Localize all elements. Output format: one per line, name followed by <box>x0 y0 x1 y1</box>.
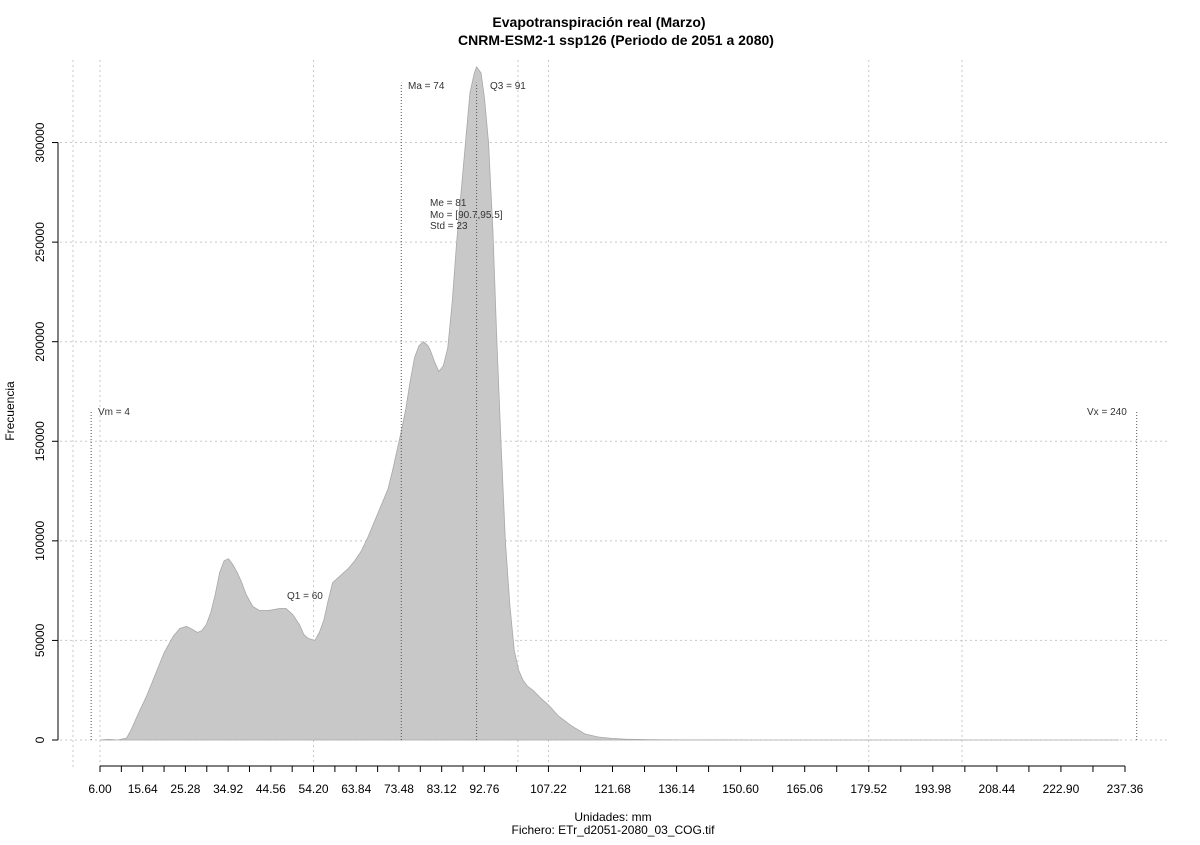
y-tick-label: 150000 <box>33 421 47 461</box>
annotation-layer: Vm = 4 Q1 = 60 Ma = 74 Q3 = 91 Me = 81 M… <box>98 81 1127 602</box>
x-tick-label: 92.76 <box>469 782 499 796</box>
x-tick-label: 136.14 <box>658 782 695 796</box>
x-tick-label: 63.84 <box>341 782 371 796</box>
x-tick-label: 107.22 <box>530 782 567 796</box>
x-tick-label: 237.36 <box>1107 782 1144 796</box>
density-area <box>99 66 1119 741</box>
annotation-ma: Ma = 74 <box>408 81 445 92</box>
y-tick-label: 300000 <box>33 122 47 162</box>
x-tick-label: 179.52 <box>850 782 887 796</box>
x-tick-label: 150.60 <box>722 782 759 796</box>
x-tick-label: 222.90 <box>1043 782 1080 796</box>
y-tick-label: 250000 <box>33 222 47 262</box>
y-tick-label: 50000 <box>33 623 47 657</box>
area-layer <box>99 66 1119 741</box>
chart-caption: Fichero: ETr_d2051-2080_03_COG.tif <box>512 823 716 837</box>
annotation-vm: Vm = 4 <box>98 407 130 418</box>
x-tick-label: 121.68 <box>594 782 631 796</box>
x-tick-label: 165.06 <box>786 782 823 796</box>
y-tick-label: 0 <box>33 736 47 743</box>
x-tick-label: 44.56 <box>256 782 286 796</box>
annotation-q1: Q1 = 60 <box>287 591 323 602</box>
annotation-mo: Mo = [90.7,95.5] <box>430 210 503 221</box>
annotation-me: Me = 81 <box>430 198 467 209</box>
chart-subtitle: CNRM-ESM2-1 ssp126 (Periodo de 2051 a 20… <box>458 32 774 48</box>
x-tick-label: 73.48 <box>384 782 414 796</box>
chart-title: Evapotranspiración real (Marzo) <box>492 14 705 30</box>
x-axis-label: Unidades: mm <box>574 810 651 824</box>
x-tick-label: 25.28 <box>170 782 200 796</box>
x-tick-label: 83.12 <box>427 782 457 796</box>
y-tick-label: 100000 <box>33 521 47 561</box>
x-tick-label: 15.64 <box>128 782 158 796</box>
annotation-q3: Q3 = 91 <box>490 81 526 92</box>
x-tick-label: 193.98 <box>914 782 951 796</box>
annotation-vx: Vx = 240 <box>1087 407 1127 418</box>
x-tick-label: 34.92 <box>213 782 243 796</box>
annotation-std: Std = 23 <box>430 221 468 232</box>
x-tick-label: 208.44 <box>979 782 1016 796</box>
y-tick-label: 200000 <box>33 321 47 361</box>
x-tick-label: 54.20 <box>299 782 329 796</box>
vline-layer <box>90 82 1138 740</box>
x-tick-label: 6.00 <box>88 782 112 796</box>
y-axis-label: Frecuencia <box>3 381 17 441</box>
axis-layer: 0 50000 100000 150000 200000 250000 300000 6.00… <box>33 122 1144 796</box>
